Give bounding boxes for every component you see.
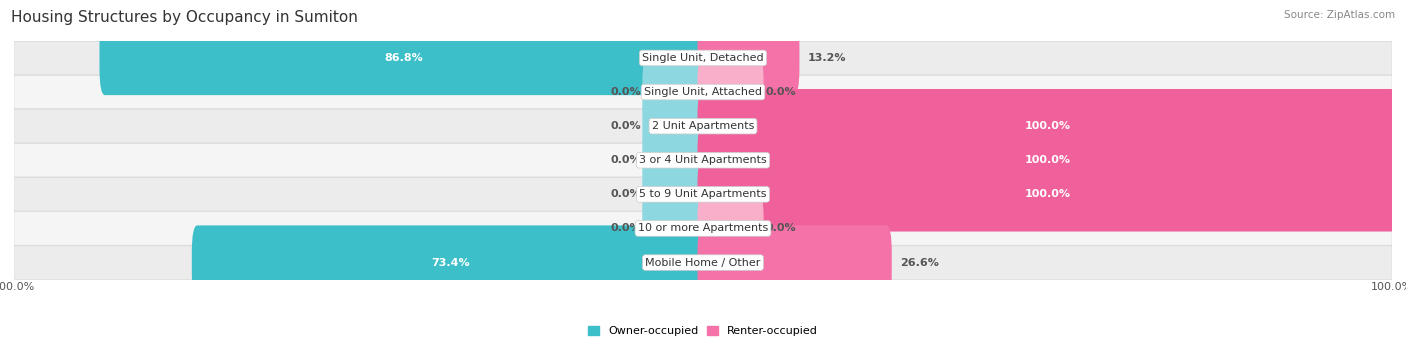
Text: Source: ZipAtlas.com: Source: ZipAtlas.com [1284,10,1395,20]
Text: 0.0%: 0.0% [610,189,641,199]
Text: 10 or more Apartments: 10 or more Apartments [638,223,768,234]
FancyBboxPatch shape [697,191,763,266]
Text: 86.8%: 86.8% [385,53,423,63]
Text: 73.4%: 73.4% [430,257,470,268]
Text: 13.2%: 13.2% [807,53,846,63]
Text: Single Unit, Detached: Single Unit, Detached [643,53,763,63]
Text: 0.0%: 0.0% [610,121,641,131]
FancyBboxPatch shape [14,178,1392,211]
Text: 0.0%: 0.0% [765,87,796,97]
FancyBboxPatch shape [191,225,709,300]
Text: 26.6%: 26.6% [900,257,939,268]
FancyBboxPatch shape [14,75,1392,109]
Text: 100.0%: 100.0% [1025,155,1070,165]
Text: 0.0%: 0.0% [610,155,641,165]
FancyBboxPatch shape [100,21,709,95]
Text: Mobile Home / Other: Mobile Home / Other [645,257,761,268]
Text: Housing Structures by Occupancy in Sumiton: Housing Structures by Occupancy in Sumit… [11,10,359,25]
FancyBboxPatch shape [14,212,1392,245]
Legend: Owner-occupied, Renter-occupied: Owner-occupied, Renter-occupied [583,322,823,341]
FancyBboxPatch shape [643,191,709,266]
Text: 0.0%: 0.0% [765,223,796,234]
FancyBboxPatch shape [697,55,763,129]
FancyBboxPatch shape [643,55,709,129]
FancyBboxPatch shape [14,246,1392,279]
FancyBboxPatch shape [697,21,800,95]
Text: 2 Unit Apartments: 2 Unit Apartments [652,121,754,131]
Text: Single Unit, Attached: Single Unit, Attached [644,87,762,97]
Text: 100.0%: 100.0% [1025,189,1070,199]
FancyBboxPatch shape [643,123,709,197]
Text: 5 to 9 Unit Apartments: 5 to 9 Unit Apartments [640,189,766,199]
Text: 3 or 4 Unit Apartments: 3 or 4 Unit Apartments [640,155,766,165]
FancyBboxPatch shape [697,157,1398,232]
Text: 0.0%: 0.0% [610,223,641,234]
FancyBboxPatch shape [14,144,1392,177]
FancyBboxPatch shape [697,225,891,300]
FancyBboxPatch shape [643,157,709,232]
FancyBboxPatch shape [643,89,709,163]
Text: 100.0%: 100.0% [1025,121,1070,131]
FancyBboxPatch shape [14,109,1392,143]
FancyBboxPatch shape [697,89,1398,163]
FancyBboxPatch shape [697,123,1398,197]
FancyBboxPatch shape [14,41,1392,75]
Text: 0.0%: 0.0% [610,87,641,97]
